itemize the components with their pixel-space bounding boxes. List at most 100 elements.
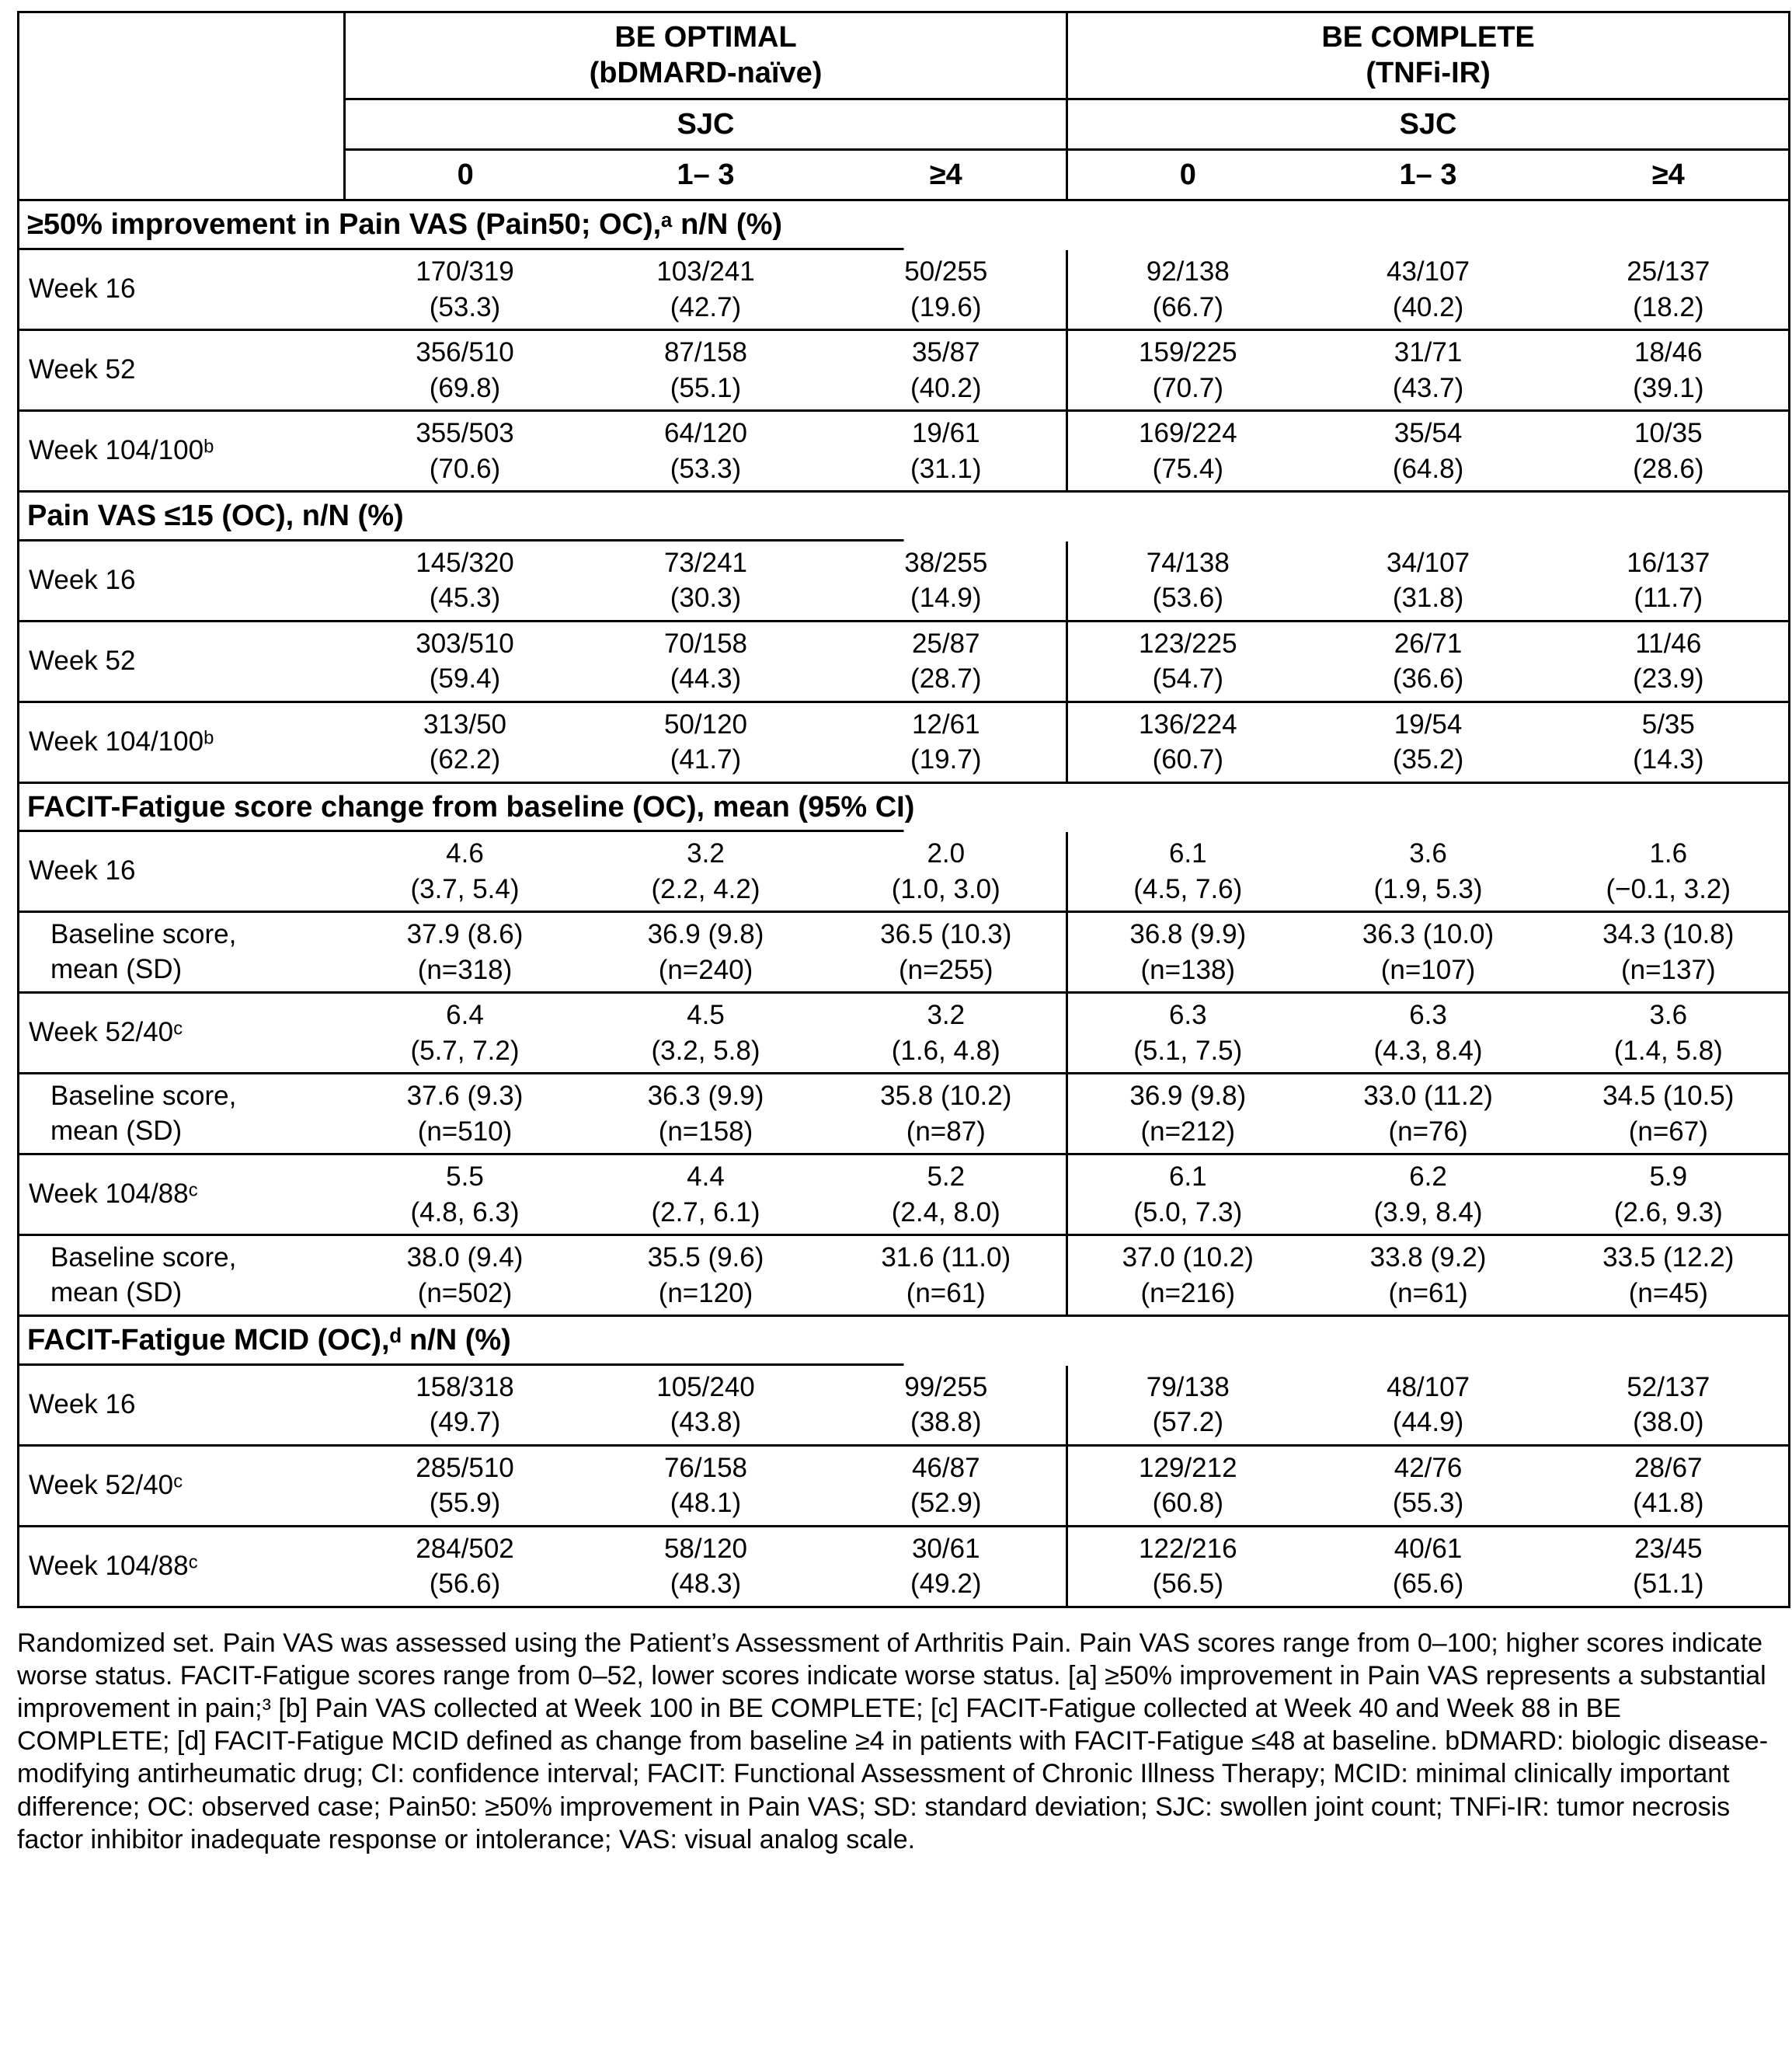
data-cell: 19/54 (35.2) (1307, 702, 1549, 784)
cell-detail: (54.7) (1152, 663, 1223, 695)
cell-value: 35.5 (9.6) (647, 1242, 764, 1273)
data-cell: 35.8 (10.2) (n=87) (826, 1073, 1069, 1156)
cell-value: 129/212 (1139, 1452, 1237, 1483)
cell-value: 18/46 (1634, 337, 1703, 368)
cell-value: 28/67 (1634, 1452, 1703, 1483)
cell-value: 23/45 (1634, 1533, 1703, 1564)
row-label: Week 104/88ᶜ (18, 1154, 345, 1237)
cell-value: 31/71 (1394, 337, 1463, 368)
data-cell: 92/138 (66.7) (1067, 250, 1308, 332)
cell-value: 25/137 (1627, 256, 1710, 287)
cell-detail: (19.7) (910, 744, 982, 775)
cell-detail: (5.0, 7.3) (1133, 1196, 1243, 1227)
data-cell: 122/216 (56.5) (1067, 1526, 1308, 1608)
cell-value: 35.8 (10.2) (880, 1081, 1012, 1112)
cell-value: 5.2 (927, 1161, 966, 1193)
cell-detail: (60.7) (1152, 744, 1223, 775)
cell-detail: (69.8) (429, 372, 501, 403)
cell-detail: (36.6) (1392, 663, 1464, 695)
cell-detail: (56.5) (1152, 1569, 1223, 1600)
sjc-label-right: SJC (1067, 99, 1790, 151)
cell-value: 99/255 (904, 1371, 988, 1402)
cell-value: 5/35 (1641, 709, 1695, 740)
cell-value: 4.4 (687, 1161, 725, 1193)
cell-detail: (53.3) (429, 291, 501, 322)
cell-detail: (11.7) (1634, 583, 1703, 614)
data-cell: 3.6 (1.4, 5.8) (1548, 992, 1790, 1075)
data-cell: 52/137 (38.0) (1548, 1365, 1790, 1447)
cell-detail: (39.1) (1633, 372, 1704, 403)
cell-value: 3.6 (1649, 1000, 1688, 1031)
row-label: Week 16 (18, 832, 345, 914)
cell-detail: (14.9) (910, 583, 982, 614)
data-cell: 33.8 (9.2) (n=61) (1307, 1234, 1549, 1318)
cell-value: 10/35 (1634, 418, 1703, 449)
data-cell: 34.5 (10.5) (n=67) (1548, 1073, 1790, 1156)
cell-detail: (49.7) (429, 1407, 501, 1438)
cell-detail: (5.7, 7.2) (410, 1035, 520, 1066)
cell-value: 5.5 (446, 1161, 484, 1193)
cell-value: 19/54 (1394, 709, 1463, 740)
row-label: Week 104/100ᵇ (18, 702, 345, 784)
cell-value: 16/137 (1627, 547, 1710, 578)
cell-detail: (23.9) (1633, 663, 1704, 695)
cell-detail: (4.5, 7.6) (1133, 873, 1243, 904)
cell-detail: (n=502) (417, 1277, 513, 1308)
data-cell: 34.3 (10.8) (n=137) (1548, 911, 1790, 994)
table-row: Week 104/100ᵇ 313/50 (62.2) 50/120 (41.7) 12/… (18, 702, 1790, 784)
data-cell: 34/107 (31.8) (1307, 541, 1549, 622)
cell-value: 313/50 (423, 709, 507, 740)
table-header: BE OPTIMAL (bDMARD-naïve) BE COMPLETE (T… (18, 12, 1790, 202)
cell-detail: (4.3, 8.4) (1373, 1035, 1483, 1066)
cell-value: 284/502 (416, 1533, 514, 1564)
cell-detail: (59.4) (429, 663, 501, 695)
cell-detail: (4.8, 6.3) (410, 1196, 520, 1227)
table-row: Week 104/100ᵇ 355/503 (70.6) 64/120 (53.3) 19… (18, 410, 1790, 493)
table-row: Week 104/88ᶜ 5.5 (4.8, 6.3) 4.4 (2.7, 6.1) 5.… (18, 1154, 1790, 1237)
cell-value: 48/107 (1387, 1371, 1470, 1402)
cell-value: 52/137 (1627, 1371, 1710, 1402)
table-row: Week 16 170/319 (53.3) 103/241 (42.7) 50/255 (… (18, 250, 1790, 332)
section-title: Pain VAS ≤15 (OC), n/N (%) (18, 491, 1790, 541)
data-cell: 64/120 (53.3) (585, 410, 826, 493)
cell-detail: (55.1) (670, 372, 742, 403)
data-cell: 73/241 (30.3) (585, 541, 826, 622)
cell-value: 40/61 (1394, 1533, 1463, 1564)
cell-detail: (28.7) (910, 663, 982, 695)
row-label: Week 52/40ᶜ (18, 1445, 345, 1527)
data-cell: 129/212 (60.8) (1067, 1445, 1308, 1527)
data-cell: 16/137 (11.7) (1548, 541, 1790, 622)
cell-value: 4.6 (446, 838, 484, 869)
row-label: Week 16 (18, 250, 345, 332)
row-label: Week 104/88ᶜ (18, 1526, 345, 1608)
cell-detail: (64.8) (1392, 453, 1464, 484)
cell-value: 31.6 (11.0) (881, 1242, 1011, 1273)
row-label: Week 52 (18, 329, 345, 413)
cell-detail: (n=61) (1388, 1277, 1468, 1308)
cell-detail: (n=212) (1140, 1116, 1236, 1147)
cell-value: 3.2 (927, 1000, 966, 1031)
data-cell: 50/120 (41.7) (585, 702, 826, 784)
data-cell: 4.5 (3.2, 5.8) (585, 992, 826, 1075)
sjc-label-left: SJC (344, 99, 1069, 151)
cell-detail: (2.7, 6.1) (651, 1196, 760, 1227)
cell-value: 285/510 (416, 1452, 514, 1483)
data-cell: 36.8 (9.9) (n=138) (1067, 911, 1308, 994)
cell-value: 70/158 (663, 628, 748, 659)
table-row: Week 16 158/318 (49.7) 105/240 (43.8) 99/255 (… (18, 1365, 1790, 1447)
data-cell: 48/107 (44.9) (1307, 1365, 1549, 1447)
cell-detail: (66.7) (1152, 291, 1223, 322)
cell-value: 2.0 (927, 838, 966, 869)
data-cell: 25/87 (28.7) (826, 621, 1069, 703)
cell-detail: (n=45) (1628, 1277, 1708, 1308)
cell-detail: (55.9) (429, 1488, 501, 1519)
cell-detail: (41.7) (670, 744, 742, 775)
cell-detail: (31.1) (910, 453, 982, 484)
section-row: Pain VAS ≤15 (OC), n/N (%) (18, 491, 1790, 541)
cell-detail: (70.6) (429, 453, 501, 484)
cell-value: 123/225 (1139, 628, 1237, 659)
data-cell: 136/224 (60.7) (1067, 702, 1308, 784)
data-cell: 6.2 (3.9, 8.4) (1307, 1154, 1549, 1237)
table-row: Week 52/40ᶜ 6.4 (5.7, 7.2) 4.5 (3.2, 5.8) 3.2… (18, 992, 1790, 1075)
page: BE OPTIMAL (bDMARD-naïve) BE COMPLETE (T… (17, 11, 1791, 1854)
